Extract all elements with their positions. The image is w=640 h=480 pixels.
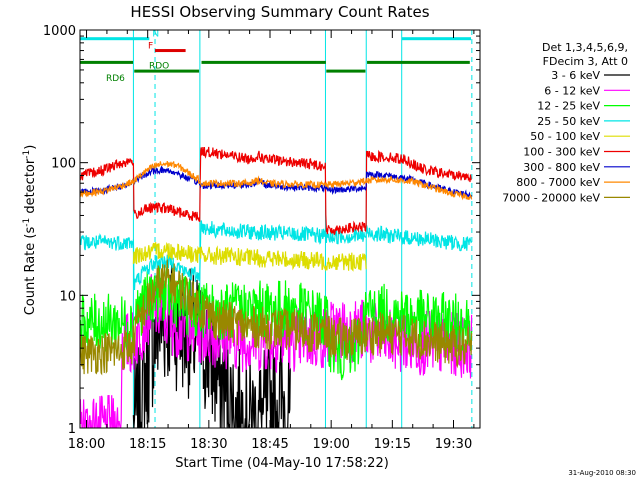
x-tick-label-1: 18:15 <box>129 437 166 452</box>
y-axis: 1 10 100 1000 <box>43 24 480 437</box>
flag-label-rd6: RD6 <box>106 74 125 84</box>
flag-bar-rd6-0 <box>134 69 200 73</box>
flag-bar-rdo-2 <box>367 60 470 64</box>
y-tick-label-2: 100 <box>51 157 76 172</box>
flag-label-rdo: RDO <box>149 61 169 71</box>
flag-bar-rd6-1 <box>326 69 366 73</box>
flag-bar-n-1 <box>401 37 472 41</box>
series-line-3 <box>80 220 473 291</box>
series-line-7 <box>80 160 473 201</box>
x-tick-label-4: 19:00 <box>312 437 349 452</box>
legend-header-line-2: FDecim 3, Att 0 <box>543 55 628 68</box>
series-line-6 <box>80 165 473 200</box>
series-line-4 <box>132 241 367 272</box>
flag-label-n: N <box>152 30 159 40</box>
x-axis: 18:00 18:15 18:30 18:45 19:00 19:15 19:30 <box>68 30 475 452</box>
flag-bars: NF RDO RD6 <box>80 30 472 84</box>
legend-label-0: 3 - 6 keV <box>551 69 600 82</box>
plot-frame <box>79 29 481 429</box>
legend-header-line-1: Det 1,3,4,5,6,9, <box>542 41 628 54</box>
x-axis-label: Start Time (04-May-10 17:58:22) <box>175 456 389 471</box>
series-line-5 <box>80 146 472 236</box>
y-tick-label-0: 1 <box>68 422 76 437</box>
series-line-0 <box>132 264 291 428</box>
legend-label-7: 800 - 7000 keV <box>516 176 600 189</box>
x-tick-label-3: 18:45 <box>251 437 288 452</box>
legend: Det 1,3,4,5,6,9, FDecim 3, Att 0 3 - 6 k… <box>502 41 630 204</box>
y-tick-label-1: 10 <box>59 289 76 304</box>
legend-label-3: 25 - 50 keV <box>537 115 600 128</box>
series-line-8 <box>80 259 473 376</box>
flag-bar-rdo-0 <box>80 60 134 64</box>
flag-label-f: F <box>148 42 153 52</box>
y-axis-label: Count Rate (s-1 detector-1) <box>22 145 38 316</box>
y-tick-label-3: 1000 <box>43 24 76 39</box>
x-tick-label-5: 19:15 <box>374 437 411 452</box>
legend-label-8: 7000 - 20000 keV <box>502 191 600 204</box>
legend-label-4: 50 - 100 keV <box>530 130 600 143</box>
legend-label-5: 100 - 300 keV <box>523 146 600 159</box>
flag-bar-rdo-1 <box>201 60 326 64</box>
chart-title: HESSI Observing Summary Count Rates <box>130 3 429 21</box>
x-tick-label-0: 18:00 <box>68 437 105 452</box>
timestamp: 31-Aug-2010 08:30 <box>568 469 636 477</box>
series-layer <box>80 146 473 428</box>
flag-bar-f-0 <box>155 49 186 53</box>
legend-label-6: 300 - 800 keV <box>523 161 600 174</box>
flag-bar-n-0 <box>80 37 150 41</box>
x-tick-label-6: 19:30 <box>435 437 472 452</box>
x-tick-label-2: 18:30 <box>190 437 227 452</box>
legend-label-2: 12 - 25 keV <box>537 100 600 113</box>
series-line-2 <box>80 265 473 381</box>
legend-label-1: 6 - 12 keV <box>544 84 600 97</box>
